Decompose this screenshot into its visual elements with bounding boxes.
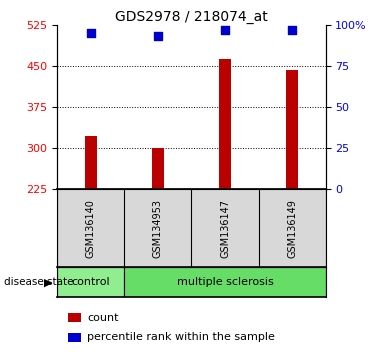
Text: multiple sclerosis: multiple sclerosis — [176, 277, 273, 287]
Point — [155, 34, 161, 39]
Text: GSM136147: GSM136147 — [220, 199, 230, 258]
Text: GSM136140: GSM136140 — [86, 199, 96, 258]
Bar — [124, 267, 326, 297]
Text: GSM136149: GSM136149 — [287, 199, 297, 258]
Point — [289, 27, 295, 33]
Point — [222, 27, 228, 33]
Bar — [57, 267, 124, 297]
Bar — [219, 59, 231, 189]
Text: control: control — [71, 277, 110, 287]
Text: ▶: ▶ — [44, 277, 52, 287]
Text: percentile rank within the sample: percentile rank within the sample — [87, 332, 275, 342]
Title: GDS2978 / 218074_at: GDS2978 / 218074_at — [115, 10, 268, 24]
Text: GSM134953: GSM134953 — [153, 199, 163, 258]
Text: disease state: disease state — [4, 277, 73, 287]
Text: count: count — [87, 313, 118, 323]
Bar — [85, 136, 97, 189]
Point — [88, 30, 94, 36]
Bar — [286, 70, 298, 189]
Bar — [152, 148, 164, 189]
